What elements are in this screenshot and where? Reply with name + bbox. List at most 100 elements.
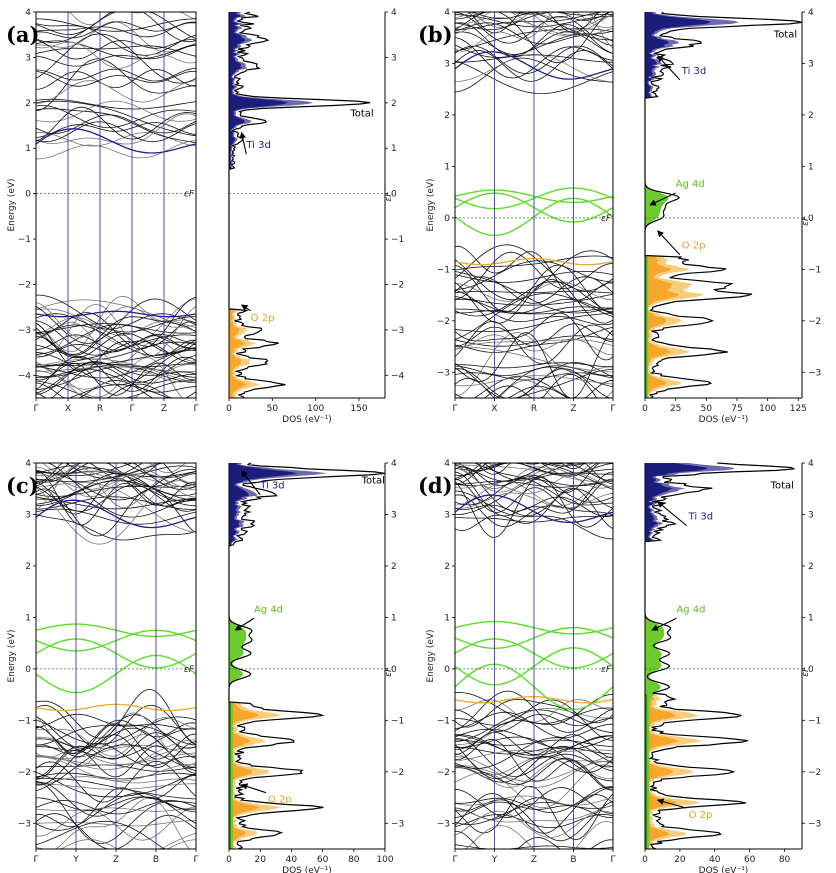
dos-annotation-ti-3d: Ti 3d (245, 140, 270, 151)
o2p-dos-fill (229, 12, 247, 398)
band-ytick-label: 1 (444, 162, 450, 172)
valence-band (35, 334, 197, 368)
conduction-band (35, 11, 197, 43)
band-ytick-label: 3 (25, 53, 31, 63)
dos-xtick-label: 0 (642, 404, 648, 414)
dos-plot: 0 20 40 60 80 100 DOS (eV⁻¹) −3 −2 −1 0 1 2 3 4 εF Total… (226, 459, 404, 873)
conduction-band (35, 80, 197, 104)
band-ytick-label: 1 (25, 613, 31, 623)
kpoint-label: X (491, 404, 497, 414)
annotation-arrow (657, 501, 687, 527)
valence-band (35, 302, 197, 338)
band-ytick-label: −1 (437, 265, 450, 275)
conduction-band (35, 100, 197, 123)
conduction-band (35, 121, 197, 143)
dos-ytick-label: 0 (808, 665, 814, 675)
fermi-label: εF (601, 214, 612, 224)
dos-xtick-label: 60 (744, 855, 756, 865)
conduction-band (35, 21, 197, 38)
dos-xlabel: DOS (eV⁻¹) (699, 866, 749, 873)
dos-ytick-label: −1 (808, 265, 821, 275)
kpoint-label: Z (570, 404, 576, 414)
conduction-band (35, 114, 197, 134)
band-ytick-label: 3 (25, 510, 31, 520)
dos-ytick-label: −2 (391, 768, 404, 778)
band-ytick-label: 2 (25, 99, 31, 109)
band-ytick-label: 4 (25, 459, 31, 469)
dos-xtick-label: 40 (709, 855, 721, 865)
dos-plot: 0 20 40 60 80 DOS (eV⁻¹) −3 −2 −1 0 1 2 3 4 εF Total Ti … (642, 459, 821, 873)
dos-ytick-label: −3 (808, 819, 821, 829)
valence-band (35, 382, 196, 399)
dos-ytick-label: 4 (808, 8, 814, 18)
o2p-dos-fill (645, 463, 702, 849)
kpoint-label: Γ (129, 404, 134, 414)
dos-xtick-label: 75 (731, 404, 742, 414)
band-ytick-label: −2 (18, 768, 31, 778)
fermi-label: εF (184, 665, 195, 675)
dos-annotation-ti-3d: Ti 3d (688, 512, 713, 523)
kpoint-label: Y (491, 855, 498, 865)
conduction-band (35, 39, 197, 60)
dos-ytick-label: −1 (391, 716, 404, 726)
valence-band-top (35, 310, 197, 318)
band-ytick-label: −1 (437, 716, 450, 726)
total-dos-line (228, 462, 386, 850)
kpoint-label: B (570, 855, 576, 865)
valence-band (35, 355, 197, 392)
ti3d-dos-fill (229, 12, 314, 398)
conduction-band (35, 68, 197, 90)
valence-band (36, 365, 197, 399)
dos-ytick-label: −1 (391, 235, 404, 245)
annotation-arrow (240, 304, 251, 312)
ag4d-dos-fill (645, 463, 648, 849)
dos-annotation-o-2p: O 2p (682, 241, 706, 252)
band-ytick-label: −4 (18, 371, 32, 381)
dos-ytick-label: 0 (391, 190, 397, 200)
band-ytick-label: 0 (444, 665, 450, 675)
band-ylabel: Energy (eV) (7, 629, 17, 682)
band-ytick-label: 1 (444, 613, 450, 623)
dos-ytick-label: 3 (391, 510, 397, 520)
kpoint-label: Γ (452, 855, 457, 865)
dos-annotation-total: Total (770, 481, 794, 492)
conduction-band (35, 45, 197, 57)
dos-xtick-label: 150 (350, 404, 367, 414)
dos-xtick-label: 50 (267, 404, 279, 414)
conduction-band (35, 11, 197, 43)
kpoint-label: Z (531, 855, 537, 865)
band-ytick-label: 2 (444, 111, 450, 121)
ti3d-dos-fill (645, 12, 711, 398)
valence-band (35, 361, 197, 390)
band-ytick-label: 0 (444, 214, 450, 224)
band-ytick-label: 3 (444, 510, 450, 520)
dos-plot: 0 25 50 75 100 125 DOS (eV⁻¹) −3 −2 −1 0 1 2 3 4 εF Tota… (642, 8, 821, 425)
annotation-arrow (656, 798, 687, 809)
valence-band (35, 323, 197, 334)
dos-annotation-ag-4d: Ag 4d (676, 604, 705, 615)
kpoint-label: Z (161, 404, 167, 414)
panel-label: (b) (418, 22, 453, 47)
kpoint-label: Γ (452, 404, 457, 414)
dos-ytick-label: 1 (391, 613, 397, 623)
dos-xtick-label: 20 (674, 855, 686, 865)
dos-xtick-label: 0 (226, 404, 232, 414)
panel-label: (c) (6, 473, 39, 498)
band-ytick-label: −2 (437, 317, 450, 327)
dos-annotation-total: Total (361, 476, 385, 487)
band-ylabel: Energy (eV) (7, 178, 17, 231)
fermi-label: εF (184, 190, 195, 200)
valence-band (35, 321, 197, 364)
dos-ytick-label: 4 (808, 459, 814, 469)
dos-ytick-label: 4 (391, 459, 397, 469)
conduction-band (35, 23, 197, 56)
kpoint-label: Z (113, 855, 119, 865)
dos-annotation-ti-3d: Ti 3d (681, 66, 706, 77)
band-ytick-label: 1 (25, 144, 31, 154)
o2p-dos-fill (645, 12, 680, 398)
conduction-band (35, 58, 197, 112)
dos-xlabel: DOS (eV⁻¹) (282, 415, 332, 425)
dos-xtick-label: 20 (254, 855, 266, 865)
